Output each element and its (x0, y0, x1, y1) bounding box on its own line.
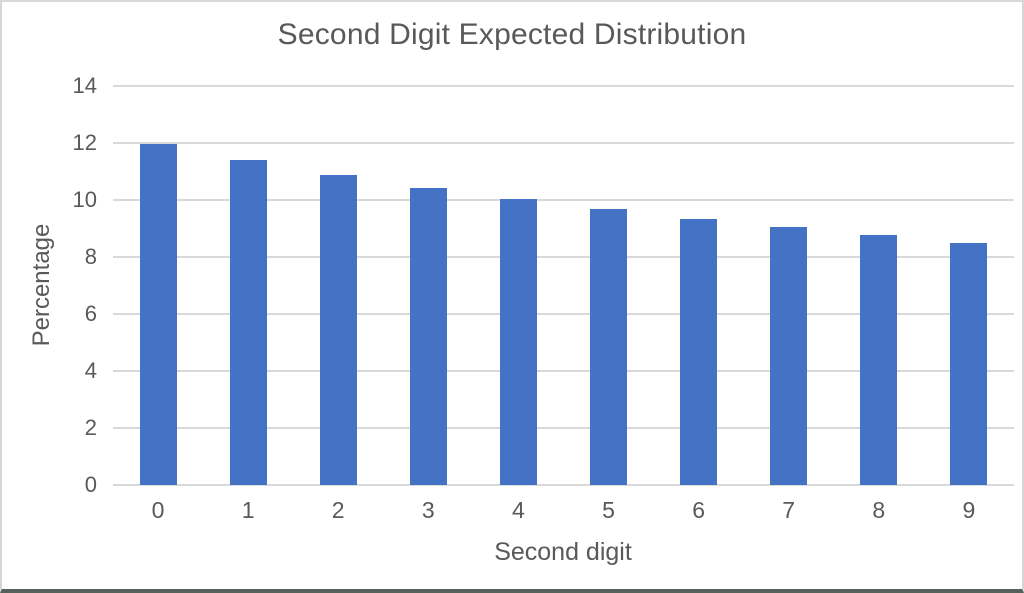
y-tick-label: 4 (84, 358, 97, 383)
x-tick-label: 4 (511, 497, 525, 523)
chart-title: Second Digit Expected Distribution (277, 18, 747, 51)
y-tick-label: 2 (84, 415, 97, 440)
x-tick-label: 8 (872, 497, 886, 523)
x-tick-label: 2 (331, 497, 345, 523)
bar-digit-8 (860, 235, 898, 485)
y-tick-label: 0 (84, 472, 97, 497)
gridline (113, 199, 1014, 201)
bar-digit-3 (409, 187, 447, 485)
x-axis-line (113, 484, 1014, 486)
y-tick-label: 8 (84, 244, 97, 269)
y-tick-label: 12 (72, 130, 97, 155)
x-tick-label: 5 (602, 497, 615, 523)
y-tick-label: 14 (72, 73, 97, 98)
gridline (113, 85, 1014, 87)
y-tick-label: 6 (84, 301, 97, 326)
gridline (113, 313, 1014, 315)
bar-digit-5 (590, 209, 628, 485)
gridline (113, 370, 1014, 372)
bar-digit-0 (139, 143, 177, 485)
gridline (113, 142, 1014, 144)
bar-digit-7 (770, 227, 808, 485)
x-tick-label: 1 (241, 497, 255, 523)
x-tick-label: 0 (151, 497, 165, 523)
plot-area (113, 85, 1014, 486)
y-axis-title: Percentage (28, 223, 55, 347)
x-tick-label: 7 (782, 497, 796, 523)
gridline (113, 427, 1014, 429)
bar-digit-6 (680, 218, 718, 485)
y-tick-label: 10 (72, 187, 97, 212)
bar-digit-9 (950, 242, 988, 485)
bar-digit-1 (229, 160, 267, 485)
x-axis-title: Second digit (494, 538, 632, 566)
x-tick-label: 9 (962, 497, 976, 523)
bar-digit-2 (319, 174, 357, 485)
gridline (113, 256, 1014, 258)
bar-digit-4 (499, 199, 537, 485)
x-tick-label: 3 (421, 497, 435, 523)
x-tick-label: 6 (692, 497, 705, 523)
